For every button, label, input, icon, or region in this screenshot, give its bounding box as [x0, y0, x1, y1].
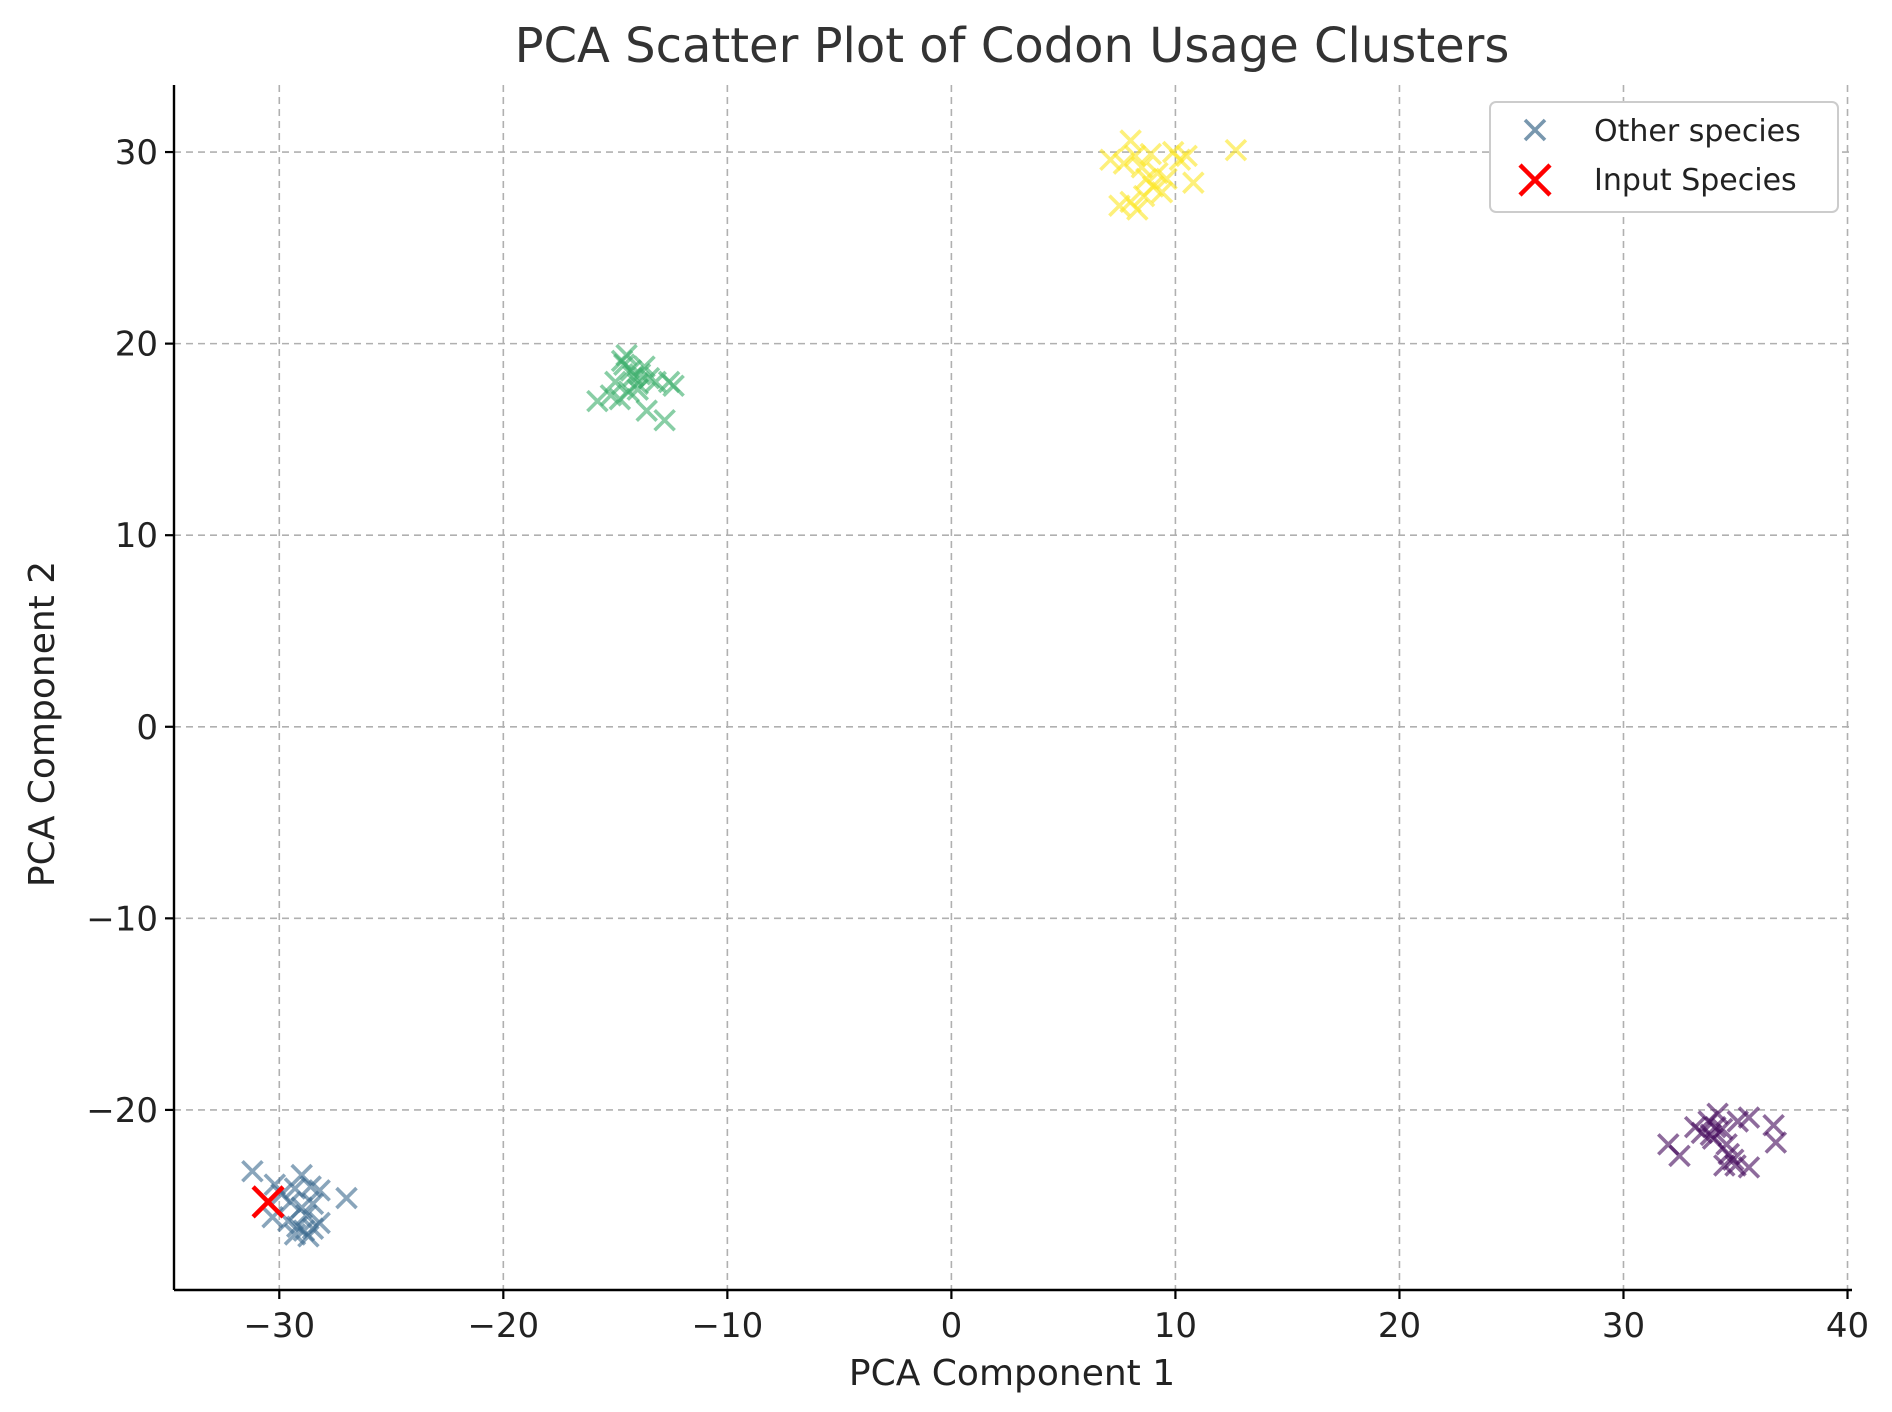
scatter-point-purple: [1737, 1106, 1761, 1129]
scatter-point-green: [662, 374, 685, 398]
scatter-point-blue: [308, 1179, 331, 1202]
y-tick-label: 30: [115, 133, 158, 173]
scatter-point-green: [608, 387, 632, 411]
scatter-point-purple: [1724, 1154, 1747, 1177]
x-tick-label: 10: [1154, 1306, 1197, 1346]
x-tick-label: 30: [1602, 1306, 1645, 1346]
x-tick-label: 20: [1378, 1306, 1421, 1346]
chart-title: PCA Scatter Plot of Codon Usage Clusters: [515, 18, 1510, 74]
scatter-point-yellow: [1175, 144, 1198, 168]
scatter-point-yellow: [1126, 198, 1149, 221]
legend-marker-x: [1518, 163, 1552, 197]
input-species-point: [251, 1185, 285, 1219]
scatter-point-green: [653, 408, 676, 432]
scatter-point-purple: [1699, 1123, 1723, 1147]
x-tick-label: −30: [243, 1306, 315, 1346]
scatter-point-yellow: [1224, 138, 1248, 162]
scatter-point-yellow: [1132, 184, 1156, 208]
x-axis-label: PCA Component 1: [849, 1353, 1175, 1394]
y-tick-label: 20: [115, 325, 158, 365]
legend-marker-input-species: [1518, 163, 1552, 197]
scatter-point-yellow: [1155, 167, 1178, 191]
scatter-point-purple: [1717, 1142, 1741, 1166]
scatter-point-purple: [1668, 1144, 1691, 1168]
scatter-point-green: [635, 399, 658, 422]
y-tick-label: 0: [136, 708, 158, 748]
points-layer: [241, 129, 1788, 1248]
scatter-point-yellow: [1168, 148, 1192, 171]
scatter-point-green: [613, 353, 636, 376]
scatter-point-blue: [270, 1182, 293, 1206]
y-tick-label: −20: [86, 1091, 158, 1131]
scatter-point-blue: [301, 1192, 325, 1216]
legend: Other species Input Species: [1489, 101, 1839, 213]
scatter-point-blue: [241, 1159, 264, 1183]
scatter-point-purple: [1764, 1131, 1788, 1154]
x-tick-label: −20: [467, 1306, 539, 1346]
axes-layer: −30 −20 −10 0 10 20 30 40 −20 −10 0 10 20 30: [86, 85, 1869, 1346]
scatter-point-blue: [335, 1186, 358, 1210]
scatter-point-green: [604, 370, 627, 394]
legend-label-input-species: Input Species: [1594, 163, 1797, 198]
scatter-point-green: [586, 389, 609, 413]
x-tick-label: 40: [1826, 1306, 1869, 1346]
scatter-point-yellow: [1139, 142, 1163, 166]
x-tick-label: −10: [691, 1306, 763, 1346]
scatter-point-yellow: [1112, 152, 1136, 175]
scatter-point-yellow: [1182, 171, 1205, 194]
legend-box: [1489, 101, 1839, 213]
y-axis-label: PCA Component 2: [22, 561, 63, 887]
grid-layer: [174, 85, 1852, 1290]
x-tick-label: 0: [941, 1306, 963, 1346]
scatter-point-blue: [297, 1225, 320, 1248]
scatter-point-yellow: [1150, 181, 1174, 204]
scatter-point-green: [628, 363, 652, 386]
legend-label-other-species: Other species: [1594, 114, 1801, 149]
scatter-point-yellow: [1099, 148, 1122, 171]
legend-marker-x: [1523, 118, 1547, 142]
legend-marker-other-species: [1523, 118, 1547, 142]
scatter-point-yellow: [1119, 129, 1142, 152]
scatter-point-yellow: [1130, 156, 1154, 179]
y-tick-label: 10: [115, 516, 158, 556]
y-tick-label: −10: [86, 899, 158, 939]
